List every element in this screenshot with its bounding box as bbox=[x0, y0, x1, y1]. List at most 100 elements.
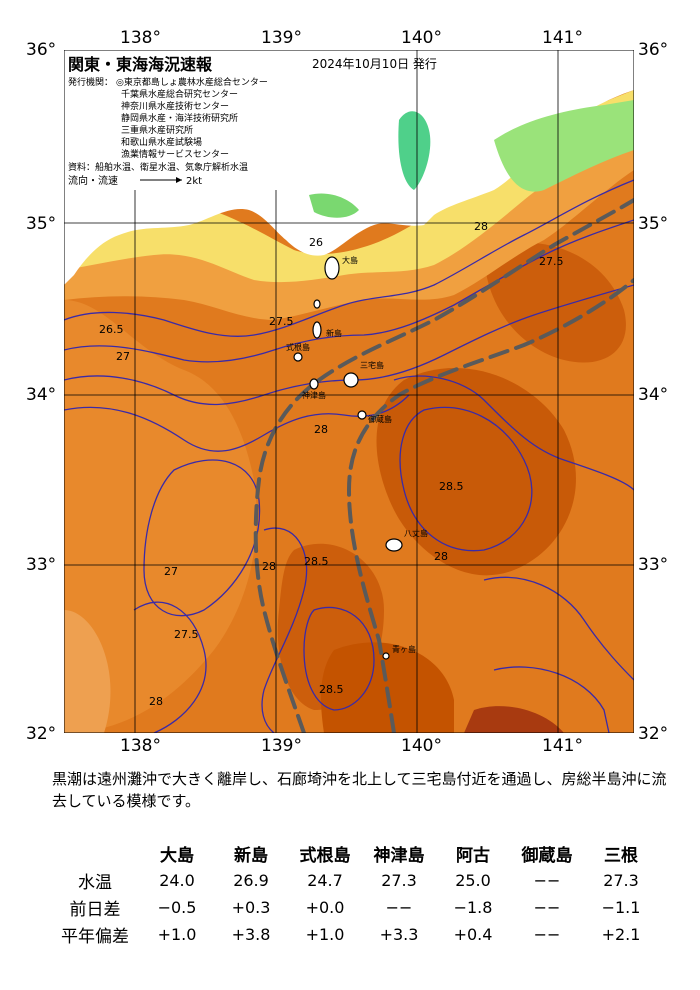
isotherm-28-east-south bbox=[483, 576, 634, 681]
ocean-dark-3 bbox=[484, 242, 626, 363]
island-label-hachijojima: 八丈島 bbox=[404, 528, 428, 538]
lon-label-top-141: 141° bbox=[542, 28, 583, 48]
row-label: 水温 bbox=[78, 873, 112, 893]
issuer-item: 三重県水産研究所 bbox=[121, 124, 193, 136]
table-cell: +1.0 bbox=[305, 925, 345, 944]
issuers-label: 発行機関： bbox=[68, 76, 113, 88]
kuroshio-outer-axis bbox=[346, 278, 634, 733]
table-cell: 26.9 bbox=[233, 871, 269, 890]
current-legend-scale: 2kt bbox=[186, 176, 202, 187]
lat-label-left-35: 35° bbox=[26, 214, 57, 234]
table-cell: +1.0 bbox=[157, 925, 197, 944]
ocean-dark-1 bbox=[376, 368, 576, 576]
table-cell: 27.3 bbox=[603, 871, 639, 890]
bay-green-sagami bbox=[309, 193, 359, 218]
lat-label-left-32: 32° bbox=[26, 724, 57, 744]
current-legend-label: 流向・流速 bbox=[68, 174, 118, 187]
table-cell: 24.0 bbox=[159, 871, 195, 890]
lat-label-left-33: 33° bbox=[26, 555, 57, 575]
isotherm-label: 26.5 bbox=[99, 323, 124, 336]
lat-label-right-34: 34° bbox=[638, 385, 669, 405]
current-legend-arrowhead bbox=[176, 177, 182, 183]
table-cell: 24.7 bbox=[307, 871, 343, 890]
isotherm-label: 28 bbox=[474, 220, 488, 233]
isotherm-label: 28.5 bbox=[304, 555, 329, 568]
table-cell: +3.8 bbox=[231, 925, 271, 944]
isotherm-label: 26 bbox=[309, 236, 323, 249]
isotherm-28-5-se bbox=[493, 666, 610, 733]
sea-temperature-map: 26 26.5 27 27.5 28 28.5 28 27.5 27 28.5 … bbox=[64, 50, 634, 733]
island-temperature-table: 大島 新島 式根島 神津島 阿古 御蔵島 三根 水温 24.0 26.9 24.… bbox=[50, 840, 658, 948]
table-row-water-temp: 水温 24.0 26.9 24.7 27.3 25.0 −− 27.3 bbox=[50, 867, 658, 894]
island-oshima bbox=[324, 256, 340, 280]
island-toshima bbox=[313, 299, 321, 309]
row-label: 前日差 bbox=[69, 900, 121, 920]
island-aogashima bbox=[382, 652, 390, 660]
col-header-mine: 三根 bbox=[604, 846, 638, 866]
table-row-normal-deviation: 平年偏差 +1.0 +3.8 +1.0 +3.3 +0.4 −− +2.1 bbox=[50, 921, 658, 948]
isotherm-label: 27 bbox=[164, 565, 178, 578]
col-header-niijima: 新島 bbox=[234, 846, 268, 866]
isotherm-label: 28 bbox=[149, 695, 163, 708]
island-label-niijima: 新島 bbox=[326, 328, 342, 338]
table-cell: +0.0 bbox=[305, 898, 345, 917]
island-label-shikinejima: 式根島 bbox=[286, 342, 310, 352]
island-hachijojima bbox=[385, 538, 403, 552]
coast-yellow-band bbox=[64, 130, 634, 320]
issuer-item: ◎東京都島しょ農林水産総合センター bbox=[116, 76, 268, 88]
isotherm-27-5-loop bbox=[143, 459, 261, 617]
isotherm-label: 28 bbox=[434, 550, 448, 563]
island-kozushima bbox=[309, 378, 319, 390]
isotherm-label: 28.5 bbox=[319, 683, 344, 696]
row-label: 平年偏差 bbox=[61, 927, 129, 947]
isotherm-28-south bbox=[261, 527, 308, 733]
table-header-row: 大島 新島 式根島 神津島 阿古 御蔵島 三根 bbox=[50, 840, 658, 867]
col-header-oshima: 大島 bbox=[160, 846, 194, 866]
lat-label-right-36: 36° bbox=[638, 40, 669, 60]
issuer-item: 和歌山県水産試験場 bbox=[121, 136, 202, 148]
island-mikurajima bbox=[357, 410, 367, 420]
kuroshio-inner-axis bbox=[253, 198, 634, 733]
issuer-item: 静岡県水産・海洋技術研究所 bbox=[121, 112, 238, 124]
isotherm-label: 28 bbox=[262, 560, 276, 573]
lat-label-right-32: 32° bbox=[638, 724, 669, 744]
table-cell: 25.0 bbox=[455, 871, 491, 890]
bay-green-tokyo bbox=[398, 111, 431, 190]
isotherm-label: 28 bbox=[314, 423, 328, 436]
issuer-item: 漁業情報サービスセンター bbox=[121, 148, 229, 160]
table-cell: −− bbox=[533, 871, 561, 890]
sea-green-boso bbox=[494, 100, 634, 192]
lon-label-top-138: 138° bbox=[120, 28, 161, 48]
issuer-item: 千葉県水産総合研究センター bbox=[121, 88, 238, 100]
data-sources: 資料：船舶水温、衛星水温、気象庁解析水温 bbox=[68, 161, 248, 173]
lat-label-left-36: 36° bbox=[26, 40, 57, 60]
kuroshio-note: 黒潮は遠州灘沖で大きく離岸し、石廊埼沖を北上して三宅島付近を通過し、房総半島沖に… bbox=[52, 770, 667, 810]
col-header-kozushima: 神津島 bbox=[373, 846, 425, 866]
table-cell: −− bbox=[533, 925, 561, 944]
isotherm-27-5-west bbox=[133, 601, 207, 733]
map-title: 関東・東海海況速報 bbox=[68, 55, 213, 74]
lon-label-bottom-141: 141° bbox=[542, 736, 583, 756]
coast-yellow-inner bbox=[64, 90, 634, 283]
isotherm-label: 27.5 bbox=[174, 628, 199, 641]
isotherm-28-5-south bbox=[303, 606, 375, 711]
island-label-kozushima: 神津島 bbox=[302, 390, 326, 400]
lat-label-left-34: 34° bbox=[26, 385, 57, 405]
table-cell: −1.1 bbox=[601, 898, 641, 917]
island-label-oshima: 大島 bbox=[342, 255, 358, 265]
col-header-shikinejima: 式根島 bbox=[299, 846, 351, 866]
isotherm-26-5 bbox=[64, 219, 634, 363]
lat-label-right-35: 35° bbox=[638, 214, 669, 234]
lon-label-bottom-140: 140° bbox=[401, 736, 442, 756]
table-cell: −0.5 bbox=[157, 898, 197, 917]
lon-label-bottom-139: 139° bbox=[261, 736, 302, 756]
col-header-mikurajima: 御蔵島 bbox=[521, 846, 573, 866]
isotherm-label: 27.5 bbox=[539, 255, 564, 268]
table-cell: +2.1 bbox=[601, 925, 641, 944]
island-label-mikurajima: 御蔵島 bbox=[368, 414, 392, 424]
island-label-miyakejima: 三宅島 bbox=[360, 360, 384, 370]
table-cell: −1.8 bbox=[453, 898, 493, 917]
table-cell: −− bbox=[385, 898, 413, 917]
ocean-darkest-5 bbox=[464, 706, 564, 733]
table-cell: 27.3 bbox=[381, 871, 417, 890]
